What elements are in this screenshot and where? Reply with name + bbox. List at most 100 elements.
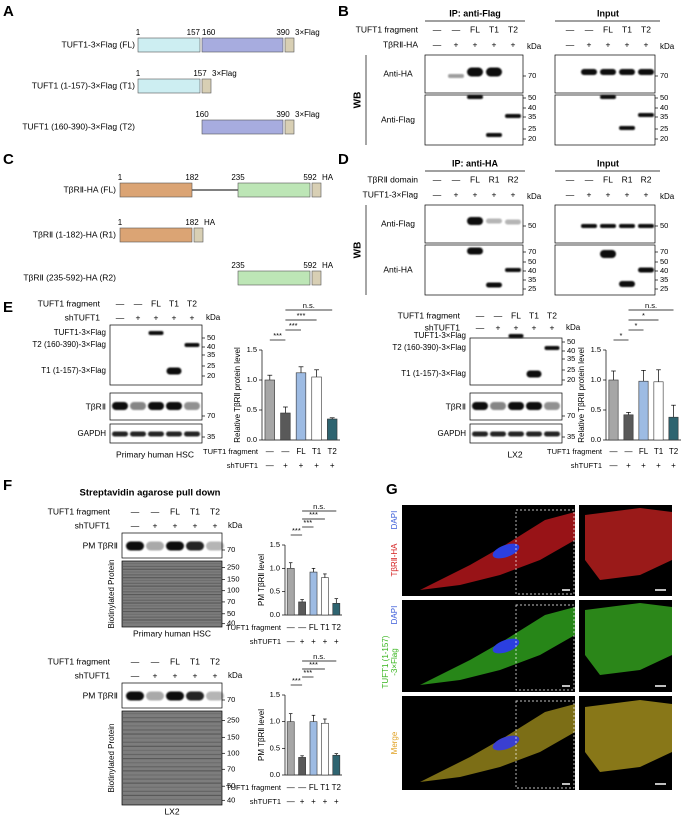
domain [237, 270, 311, 286]
lane-label: + [644, 39, 649, 49]
category-label: — [298, 783, 306, 792]
blot-smear [123, 596, 221, 599]
lane-label: + [587, 39, 592, 49]
position: 1 [118, 218, 123, 227]
tag [193, 227, 204, 243]
lane-label: FL [170, 506, 180, 516]
lane-label: — [151, 656, 160, 666]
category-label: T1 [654, 447, 664, 456]
blot-band [148, 431, 164, 437]
blot-frame [121, 710, 223, 806]
band-label: PM TβRⅡ [83, 540, 118, 550]
lane-label: — [116, 298, 125, 308]
lane-label: + [587, 189, 592, 199]
blot-band [600, 69, 616, 75]
bar [311, 376, 322, 441]
blot-smear [123, 786, 221, 788]
caption: Primary human HSC [133, 628, 211, 638]
band-label: GAPDH [78, 429, 107, 438]
panel-label: C [3, 151, 14, 168]
row-label: TUFT1 fragment [48, 506, 111, 516]
category-label: — [287, 797, 295, 806]
category-label: + [330, 461, 335, 470]
stain-label: Merge [390, 731, 399, 754]
kda-marker: 150 [227, 732, 240, 741]
blot-smear [123, 565, 221, 568]
panel-label: F [3, 477, 12, 494]
blot-smear [123, 574, 221, 576]
blot-smear [123, 571, 221, 573]
blot-band [130, 402, 146, 410]
blot-band [486, 282, 502, 288]
blot-smear [123, 585, 221, 587]
bar [653, 381, 664, 441]
tag-label: 3×Flag [295, 28, 320, 37]
blot-smear [123, 733, 221, 735]
category-label: — [266, 461, 274, 470]
row-label: TUFT1 fragment [547, 447, 603, 456]
domain [119, 227, 193, 243]
kda-marker: 50 [528, 221, 536, 230]
blot-band [490, 431, 506, 437]
row-label: TUFT1 fragment [48, 656, 111, 666]
band-label: TβRⅡ [446, 401, 466, 411]
lane-label: — [585, 174, 594, 184]
lane-label: + [473, 39, 478, 49]
lane-label: — [151, 506, 160, 516]
lane-label: + [172, 312, 177, 322]
tag-label: HA [322, 261, 334, 270]
kda-marker: 50 [207, 333, 215, 342]
title: Streptavidin agarose pull down [80, 488, 221, 499]
blot-smear [123, 594, 221, 596]
kda-marker: 40 [660, 266, 668, 275]
bar [668, 416, 679, 441]
kda-marker: 40 [567, 346, 575, 355]
category-label: — [610, 447, 618, 456]
position: 1 [136, 28, 141, 37]
blot-band [448, 74, 464, 78]
category-label: + [323, 637, 328, 646]
blot-band [486, 133, 502, 137]
blot-smear [123, 582, 221, 584]
blot-band [184, 343, 200, 347]
kda-marker: 70 [227, 695, 235, 704]
panel-label: G [386, 481, 398, 498]
kda: kDa [527, 42, 542, 51]
lane-label: + [606, 189, 611, 199]
antibody: Anti-Flag [381, 114, 415, 124]
y-tick-label: 0.5 [270, 743, 280, 752]
lane-label: + [193, 520, 198, 530]
blot-band [206, 541, 224, 551]
kda-marker: 35 [528, 275, 536, 284]
blot-band [186, 691, 204, 701]
kda-marker: 250 [227, 563, 240, 572]
significance: *** [292, 676, 301, 685]
blot-band [184, 431, 200, 437]
caption: LX2 [507, 449, 522, 459]
stain-label: DAPI [390, 511, 399, 530]
lane-label: + [193, 670, 198, 680]
lane-label: — [476, 322, 485, 332]
category-label: T2 [332, 783, 342, 792]
blot-band [148, 331, 164, 335]
antibody: Anti-HA [383, 68, 413, 78]
blot-smear [123, 568, 221, 570]
blot-band [206, 691, 224, 701]
y-axis-label: Relative TβRⅡ protein level [233, 347, 242, 443]
caption: LX2 [164, 806, 179, 816]
category-label: + [314, 461, 319, 470]
row-label: TUFT1-3×Flag [363, 189, 419, 199]
blot-smear [123, 749, 221, 752]
y-axis-label: Relative TβRⅡ protein level [577, 347, 586, 443]
significance: n.s. [645, 301, 657, 310]
blot-band [486, 67, 502, 77]
lane-label: — [566, 24, 575, 34]
blot-band [544, 346, 560, 350]
significance: *** [303, 668, 312, 677]
kda-marker: 70 [660, 247, 668, 256]
band-label: PM TβRⅡ [83, 690, 118, 700]
blot-band [146, 541, 164, 551]
lane-label: + [550, 322, 555, 332]
significance: *** [292, 526, 301, 535]
ip-title: IP: anti-Flag [449, 8, 501, 18]
